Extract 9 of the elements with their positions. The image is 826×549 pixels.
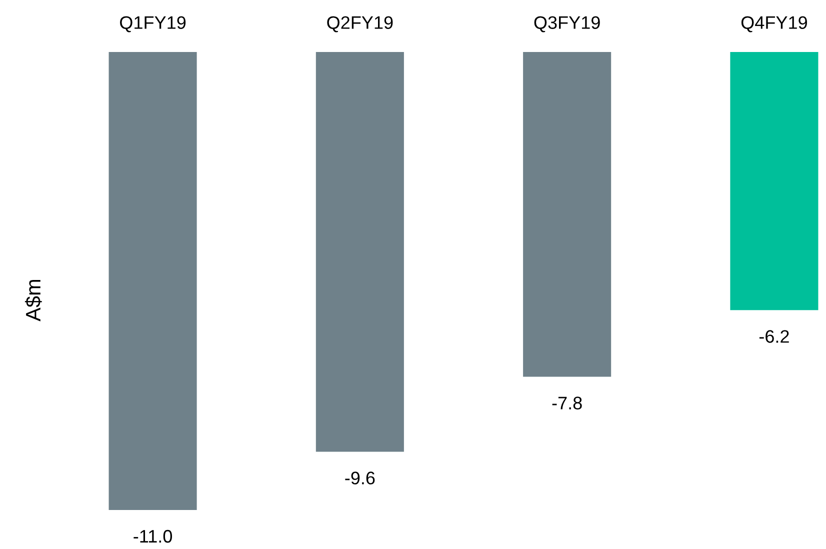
- y-axis-title: A$m: [24, 280, 42, 322]
- data-label: -9.6: [345, 472, 375, 484]
- data-label: -11.0: [134, 530, 172, 543]
- x-tick-label: Q4FY19: [741, 16, 807, 32]
- data-label: -6.2: [759, 330, 789, 343]
- x-tick-label: Q2FY19: [327, 16, 393, 32]
- data-label: -7.8: [552, 396, 582, 410]
- x-tick-label: Q1FY19: [120, 16, 186, 32]
- x-tick-label: Q3FY19: [534, 16, 600, 32]
